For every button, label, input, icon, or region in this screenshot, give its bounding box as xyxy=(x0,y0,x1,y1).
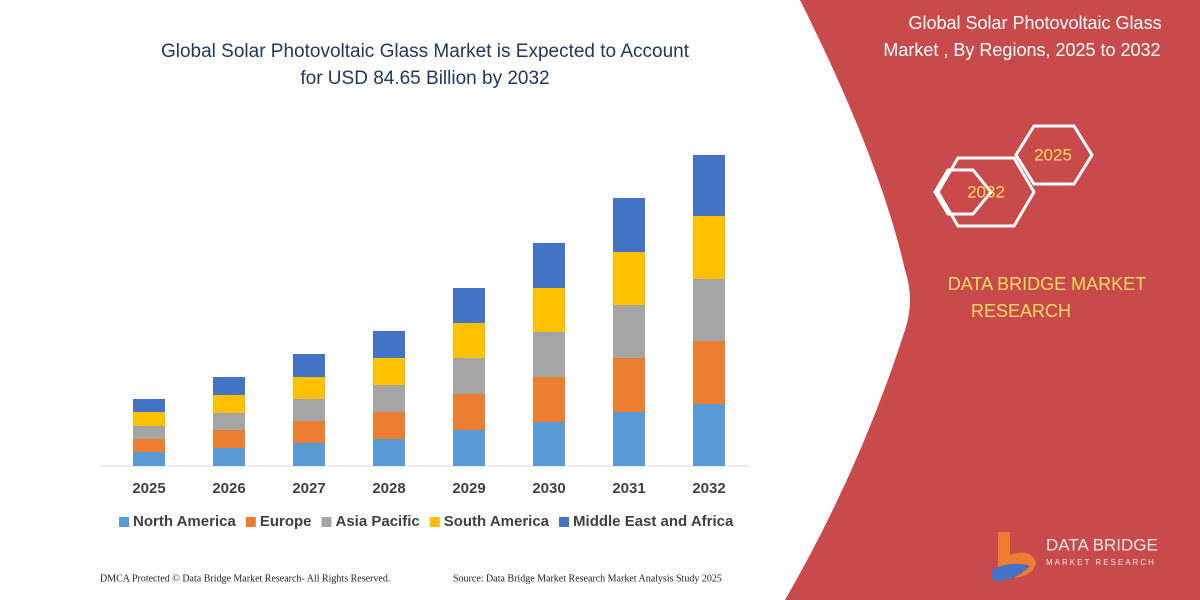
x-tick-label: 2027 xyxy=(292,480,325,497)
legend-label: Europe xyxy=(260,513,312,530)
bar-segment xyxy=(213,448,245,466)
panel-title: Global Solar Photovoltaic Glass xyxy=(908,13,1161,33)
hexagon-label: 2025 xyxy=(1034,145,1072,164)
bar-segment xyxy=(213,395,245,413)
bar-segment xyxy=(373,439,405,466)
legend-label: South America xyxy=(444,513,550,530)
bar-segment xyxy=(613,252,645,305)
logo-icon xyxy=(992,563,1030,582)
bar-segment xyxy=(533,243,565,288)
bar-segment xyxy=(293,377,325,399)
logo-subtext: MARKET RESEARCH xyxy=(1046,558,1156,567)
legend-swatch xyxy=(559,517,570,527)
legend-label: North America xyxy=(133,513,236,530)
bar-segment xyxy=(693,341,725,404)
legend-swatch xyxy=(245,517,256,527)
x-tick-label: 2031 xyxy=(612,480,645,497)
x-tick-label: 2028 xyxy=(372,480,405,497)
bar-segment xyxy=(213,377,245,395)
bar-segment xyxy=(613,305,645,358)
x-tick-label: 2030 xyxy=(532,480,565,497)
brand: DATA BRIDGE MARKET xyxy=(948,274,1146,294)
bar-segment xyxy=(453,323,485,358)
bar-segment xyxy=(693,216,725,279)
footer-left: DMCA Protected © Data Bridge Market Rese… xyxy=(100,573,390,584)
bar-segment xyxy=(533,377,565,422)
bar-segment xyxy=(293,399,325,421)
legend-label: Middle East and Africa xyxy=(573,513,734,530)
bar-segment xyxy=(293,354,325,377)
bar-segment xyxy=(613,198,645,252)
x-tick-label: 2032 xyxy=(692,480,725,497)
bar-segment xyxy=(453,430,485,466)
bar-segment xyxy=(613,358,645,412)
bar-segment xyxy=(133,439,165,452)
bar-segment xyxy=(133,426,165,439)
bar-segment xyxy=(293,443,325,466)
bar-segment xyxy=(453,288,485,323)
bar-segment xyxy=(293,421,325,443)
bar-segment xyxy=(133,452,165,466)
bar-segment xyxy=(453,394,485,430)
bar-segment xyxy=(613,412,645,466)
legend-swatch xyxy=(321,517,332,527)
footer-right: Source: Data Bridge Market Research Mark… xyxy=(453,573,722,584)
logo-text: DATA BRIDGE xyxy=(1046,535,1158,554)
hexagon xyxy=(1014,124,1094,186)
hexagon xyxy=(933,168,993,216)
hexagon-label: 2032 xyxy=(967,182,1005,201)
x-tick-label: 2025 xyxy=(132,480,165,497)
bar-segment xyxy=(213,413,245,430)
bar-segment xyxy=(213,430,245,448)
bar-segment xyxy=(453,358,485,394)
bar-segment xyxy=(533,332,565,377)
bar-segment xyxy=(133,399,165,412)
brand: RESEARCH xyxy=(971,301,1071,321)
panel-title: Market , By Regions, 2025 to 2032 xyxy=(883,40,1160,60)
bar-segment xyxy=(533,422,565,466)
chart-title: Global Solar Photovoltaic Glass Market i… xyxy=(161,41,690,62)
bar-segment xyxy=(373,385,405,412)
bar-segment xyxy=(373,331,405,358)
bar-segment xyxy=(693,279,725,341)
hexagon xyxy=(936,156,1036,228)
side-panel xyxy=(785,0,1200,600)
bar-segment xyxy=(693,404,725,466)
legend-swatch xyxy=(429,517,440,527)
chart-title: for USD 84.65 Billion by 2032 xyxy=(300,68,549,89)
bar-segment xyxy=(373,412,405,439)
legend-swatch xyxy=(119,517,129,527)
bar-segment xyxy=(533,288,565,332)
x-tick-label: 2026 xyxy=(212,480,245,497)
bar-segment xyxy=(693,155,725,216)
bar-segment xyxy=(133,412,165,426)
legend-label: Asia Pacific xyxy=(336,513,420,530)
bar-segment xyxy=(373,358,405,385)
x-tick-label: 2029 xyxy=(452,480,485,497)
